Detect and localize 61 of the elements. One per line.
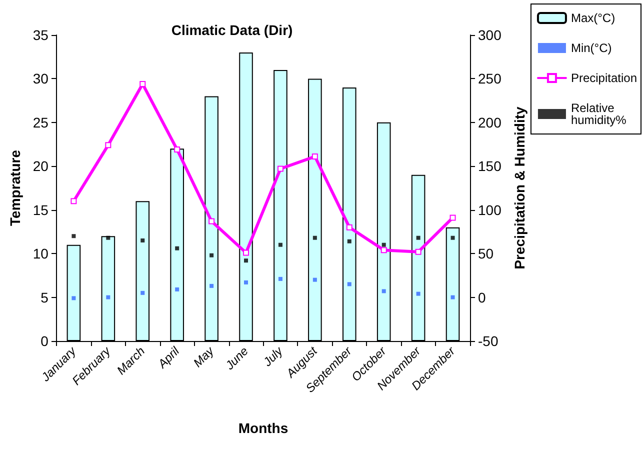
point [140,238,145,242]
point [106,295,110,300]
y-axis-title: Temprature [7,150,23,226]
y2-tick-label: -50 [478,333,498,349]
point [208,218,215,224]
y2-tick-label: 50 [478,246,494,262]
legend-label: Max(°C) [570,11,616,25]
legend-label: Precipitation [570,71,638,85]
point [174,146,180,153]
y-tick-label: 30 [32,70,49,87]
point [382,242,386,247]
legend-label: Relative humidity% [570,101,627,127]
point [140,290,145,295]
point [450,214,456,221]
point [312,154,318,160]
y-tick-label: 10 [32,246,49,262]
y-tick-label: 25 [32,114,49,130]
point [382,289,386,294]
point [70,198,77,204]
point [312,278,317,282]
point [346,224,352,230]
point [105,142,112,148]
x-tick-label: July [260,343,286,370]
legend-label: Min(°C) [570,41,612,55]
point [175,287,180,292]
point [277,166,284,172]
point [210,284,214,288]
point [243,250,250,256]
point [244,258,248,263]
y2-tick-label: 0 [478,289,486,306]
point [244,280,248,284]
point [106,236,110,240]
x-axis-title: Months [238,420,288,436]
y-tick-label: 35 [32,27,49,43]
point [278,242,282,247]
point [380,247,387,254]
y-tick-label: 20 [32,158,49,174]
y2-tick-label: 250 [478,70,502,87]
point [72,296,76,300]
point [278,276,282,281]
point [416,236,420,240]
point [416,292,420,296]
point [175,246,180,250]
y2-tick-label: 300 [478,27,502,43]
y2-tick-label: 200 [478,114,502,130]
point [140,80,146,87]
y-tick-label: 5 [40,289,49,306]
y-tick-label: 0 [40,333,49,349]
y2-axis-title: Precipitation & Humidity [511,106,528,270]
point [450,295,455,300]
point [415,248,422,255]
y2-tick-label: 100 [478,202,502,218]
point [347,282,352,286]
point [72,234,76,238]
point [450,236,455,240]
y2-tick-label: 150 [478,158,502,174]
point [312,236,317,240]
point [347,239,352,244]
point [210,253,214,258]
y-tick-label: 15 [32,202,49,218]
chart-title: Climatic Data (Dir) [171,22,293,38]
